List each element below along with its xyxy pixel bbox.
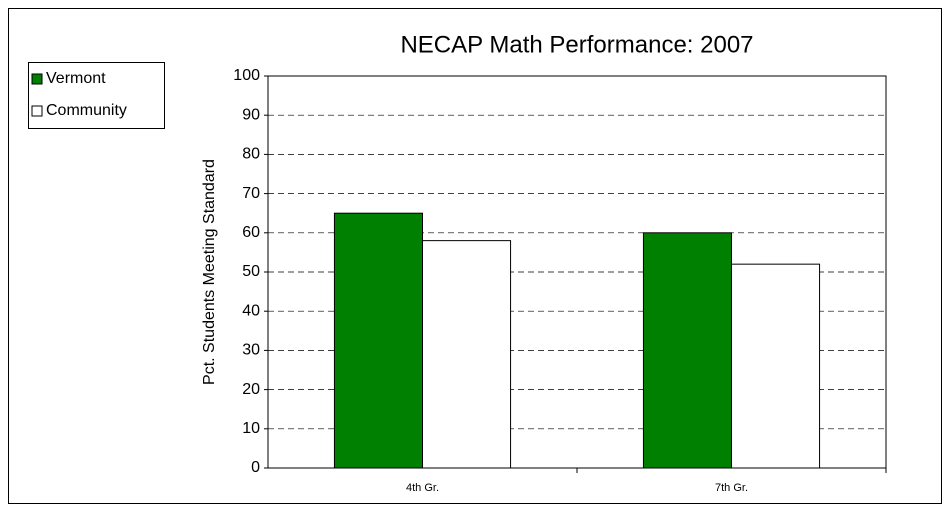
y-tick-label: 90 (242, 106, 260, 123)
y-tick-label: 70 (242, 185, 260, 202)
legend-swatch (31, 105, 43, 117)
y-tick-label: 80 (242, 146, 260, 163)
legend-swatch (31, 73, 43, 85)
y-tick-label: 20 (242, 381, 260, 398)
y-tick-label: 50 (242, 263, 260, 280)
y-tick-label: 40 (242, 302, 260, 319)
y-tick-label: 60 (242, 224, 260, 241)
x-tick-label: 7th Gr. (715, 482, 748, 494)
y-tick-label: 30 (242, 342, 260, 359)
legend (28, 62, 165, 129)
legend-label: Community (46, 102, 127, 119)
bar (333, 212, 423, 469)
y-tick-label: 100 (233, 67, 260, 84)
y-tick-label: 10 (242, 420, 260, 437)
x-tick-label: 4th Gr. (406, 482, 439, 494)
bar (731, 263, 821, 469)
y-tick-label: 0 (251, 459, 260, 476)
legend-label: Vermont (46, 70, 106, 87)
chart-title: NECAP Math Performance: 2007 (400, 31, 753, 58)
bar (642, 232, 732, 469)
y-axis-label: Pct. Students Meeting Standard (201, 159, 218, 385)
bar (422, 240, 512, 469)
